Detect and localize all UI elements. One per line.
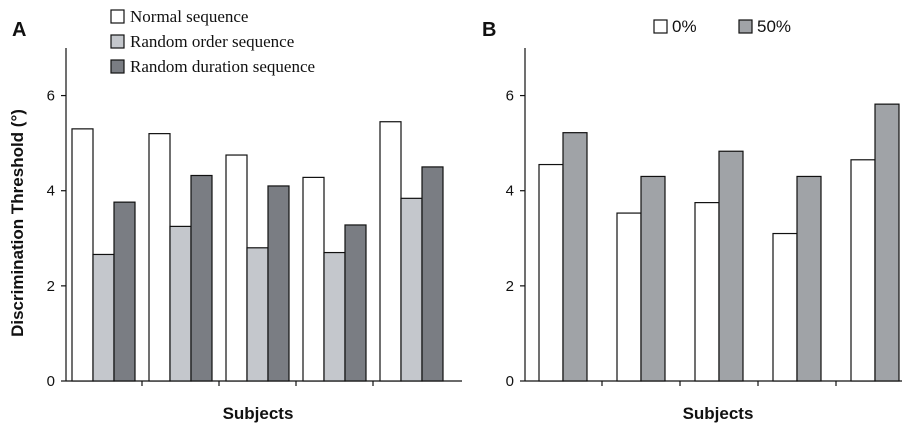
panel-b-bar-s1-g3 [694, 202, 720, 382]
panel-a-bar-s1-g5 [379, 121, 402, 382]
panel-a-letter: A [12, 19, 26, 41]
panel-b-bar-s1-g2 [616, 212, 642, 382]
panel-b-bar-s2-g2 [640, 175, 666, 382]
panel-a-bar-s3-g5 [421, 166, 444, 382]
panel-b-legend-label-1: 0% [672, 17, 697, 36]
panel-a-legend: Normal sequence Random order sequence Rand… [110, 7, 315, 76]
panel-a-bar-s1-g1 [71, 128, 94, 382]
panel-a-y-tick-label: 4 [47, 183, 55, 200]
panel-b-plot: 0 2 4 6 [506, 48, 902, 390]
panel-a-y-tick-label: 0 [47, 373, 55, 390]
panel-b-y-tick-label: 6 [506, 88, 514, 105]
panel-b-bar-s1-g1 [538, 163, 564, 382]
panel-b-bar-s2-g3 [718, 150, 744, 382]
panel-a-bar-s3-g2 [190, 174, 213, 382]
panel-a-bar-s3-g4 [344, 224, 367, 382]
panel-b-x-axis-title: Subjects [683, 404, 754, 423]
panel-b-legend-swatch-1 [653, 19, 668, 34]
panel-a-y-tick-label: 2 [47, 278, 55, 295]
panel-a-plot: 0 2 4 6 [47, 48, 462, 390]
panel-b-y-tick-label: 4 [506, 183, 514, 200]
panel-b-bar-s2-g4 [796, 175, 822, 382]
panel-a-bar-s3-g3 [267, 185, 290, 382]
panel-b-bar-s1-g5 [850, 159, 876, 382]
panel-a-y-axis-title: Discrimination Threshold (°) [8, 109, 27, 337]
panel-b-bar-s2-g5 [874, 103, 900, 382]
panel-a-y-tick-label: 6 [47, 88, 55, 105]
panel-a-legend-swatch-1 [110, 9, 125, 24]
panel-a-bar-s2-g2 [169, 225, 192, 382]
panel-b-bar-s2-g1 [562, 132, 588, 382]
panel-a-bar-s2-g4 [323, 251, 346, 382]
panel-a-bar-s1-g3 [225, 154, 248, 382]
panel-b-letter: B [482, 19, 496, 41]
panel-b-bar-s1-g4 [772, 232, 798, 382]
panel-a-bar-s2-g3 [246, 247, 269, 382]
panel-a-bar-s3-g1 [113, 201, 136, 382]
panel-a-legend-swatch-2 [110, 34, 125, 49]
panel-a-legend-swatch-3 [110, 59, 125, 74]
panel-b-y-tick-label: 0 [506, 373, 514, 390]
panel-a-legend-label-3: Random duration sequence [130, 57, 315, 76]
panel-b-legend: 0% 50% [653, 17, 791, 36]
panel-b-legend-swatch-2 [738, 19, 753, 34]
panel-a-bar-s2-g1 [92, 253, 115, 382]
panel-a-bar-s1-g2 [148, 133, 171, 382]
panel-b-y-tick-label: 2 [506, 278, 514, 295]
panel-b-legend-label-2: 50% [757, 17, 791, 36]
panel-a-legend-label-1: Normal sequence [130, 7, 248, 26]
panel-a-bar-s2-g5 [400, 197, 423, 382]
panel-a-legend-label-2: Random order sequence [130, 32, 294, 51]
panel-a-x-axis-title: Subjects [223, 404, 294, 423]
panel-a-bar-s1-g4 [302, 176, 325, 382]
